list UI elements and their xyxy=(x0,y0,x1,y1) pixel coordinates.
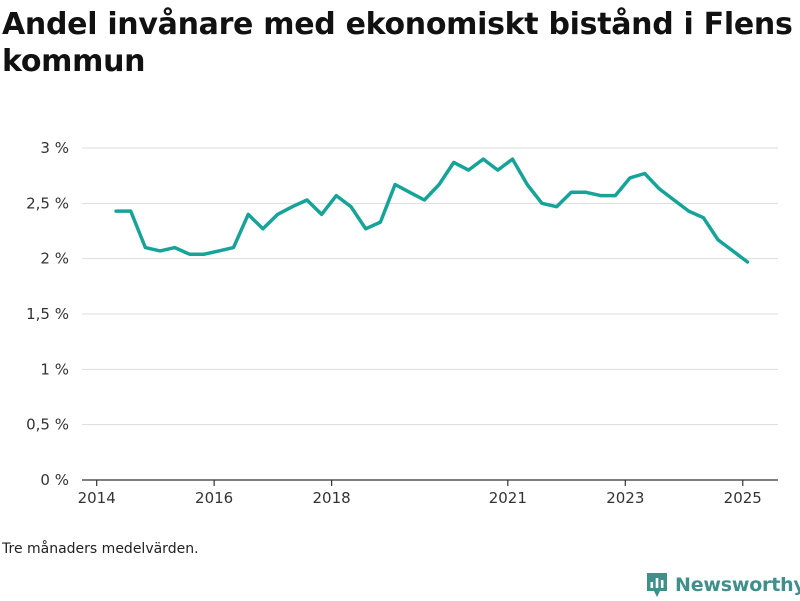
data-point xyxy=(247,213,250,216)
data-point xyxy=(173,246,176,249)
y-tick-label: 0,5 % xyxy=(26,416,69,434)
data-point xyxy=(114,209,118,213)
brand-logo[interactable]: Newsworthy xyxy=(645,569,800,601)
data-point xyxy=(746,260,749,264)
brand-name: Newsworthy xyxy=(675,574,800,596)
y-tick-label: 1,5 % xyxy=(26,305,69,323)
data-point xyxy=(305,198,309,202)
y-tick-label: 0 % xyxy=(40,471,69,489)
data-point xyxy=(408,191,411,194)
data-point xyxy=(658,187,661,191)
data-point xyxy=(158,249,162,253)
data-point xyxy=(129,209,132,213)
footnote: Tre månaders medelvärden. xyxy=(2,541,199,557)
data-point xyxy=(731,249,734,253)
data-point xyxy=(232,246,235,249)
y-tick-label: 1 % xyxy=(40,360,69,378)
data-point xyxy=(687,209,690,213)
data-point xyxy=(188,253,191,256)
data-point xyxy=(202,253,206,256)
y-tick-label: 3 % xyxy=(40,139,69,157)
data-point xyxy=(511,157,514,161)
data-point xyxy=(467,168,470,172)
data-point xyxy=(643,172,646,175)
data-point xyxy=(540,202,544,205)
data-point xyxy=(555,205,558,208)
data-point xyxy=(526,183,529,186)
data-point xyxy=(393,183,397,186)
data-point xyxy=(423,198,426,202)
x-tick-label: 2016 xyxy=(195,489,233,507)
data-point xyxy=(335,194,338,197)
data-point xyxy=(716,238,720,242)
x-tick-label: 2023 xyxy=(606,489,644,507)
data-point xyxy=(481,157,485,161)
gridlines xyxy=(82,147,778,426)
data-point xyxy=(291,205,294,208)
y-tick-label: 2,5 % xyxy=(26,194,69,212)
x-tick-label: 2025 xyxy=(724,489,762,507)
line-chart: 0 % 0,5 % 1 % 1,5 % 2 % 2,5 % 3 % 2014 2016 2018… xyxy=(26,139,778,507)
data-point xyxy=(276,213,279,216)
data-point xyxy=(614,194,617,197)
data-point xyxy=(672,198,676,202)
x-tick-label: 2021 xyxy=(489,489,527,507)
data-point xyxy=(599,194,602,197)
data-point xyxy=(452,161,455,164)
chart-title: Andel invånare med ekonomiskt bistånd i … xyxy=(2,7,793,79)
data-point xyxy=(349,205,353,208)
data-point xyxy=(379,220,382,224)
data-point xyxy=(702,216,705,219)
data-point xyxy=(364,227,367,230)
data-point xyxy=(584,191,588,194)
x-tick-label: 2018 xyxy=(313,489,351,507)
bar-chart-badge-icon xyxy=(647,573,667,597)
y-axis-labels: 0 % 0,5 % 1 % 1,5 % 2 % 2,5 % 3 % xyxy=(26,139,69,489)
data-point xyxy=(628,176,632,180)
data-point xyxy=(496,168,500,172)
data-point xyxy=(261,227,265,230)
data-point xyxy=(217,249,221,253)
x-axis: 2014 2016 2018 2021 2023 2025 xyxy=(78,479,778,507)
data-point xyxy=(570,191,573,194)
x-tick-label: 2014 xyxy=(78,489,116,507)
data-point xyxy=(437,183,441,186)
series-line xyxy=(114,157,750,264)
data-point xyxy=(144,246,147,249)
y-tick-label: 2 % xyxy=(40,250,69,268)
series-layer xyxy=(114,157,750,264)
data-point xyxy=(320,213,323,216)
